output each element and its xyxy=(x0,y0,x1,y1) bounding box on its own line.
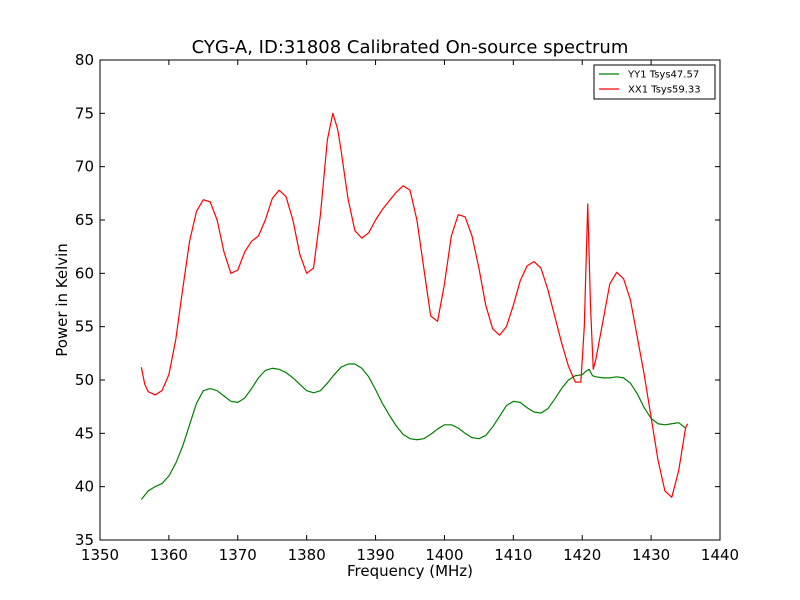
y-tick-label: 65 xyxy=(75,211,94,229)
legend: YY1 Tsys47.57 XX1 Tsys59.33 xyxy=(593,64,716,100)
x-tick-label: 1410 xyxy=(494,546,532,564)
x-tick-label: 1440 xyxy=(701,546,739,564)
series-layer xyxy=(140,112,689,500)
x-tick-label: 1430 xyxy=(632,546,670,564)
x-tick-label: 1350 xyxy=(81,546,119,564)
x-tick-label: 1390 xyxy=(356,546,394,564)
series-line-1 xyxy=(140,112,689,498)
legend-box xyxy=(593,64,716,100)
x-tick-label: 1370 xyxy=(219,546,257,564)
x-tick-label: 1380 xyxy=(288,546,326,564)
x-tick-label: 1360 xyxy=(150,546,188,564)
y-tick-label: 70 xyxy=(75,158,94,176)
y-tick-label: 40 xyxy=(75,478,94,496)
x-tick-label: 1420 xyxy=(563,546,601,564)
y-tick-label: 60 xyxy=(75,264,94,282)
legend-label-yy1: YY1 Tsys47.57 xyxy=(627,70,699,81)
legend-label-xx1: XX1 Tsys59.33 xyxy=(628,85,701,96)
y-tick-label: 75 xyxy=(75,104,94,122)
plot-frame xyxy=(99,59,721,541)
y-tick-label: 45 xyxy=(75,424,94,442)
y-tick-label: 50 xyxy=(75,371,94,389)
y-tick-label: 80 xyxy=(75,51,94,69)
ticks-layer: 1350 1360 1370 1380 1390 1400 1410 1420 1430 1440… xyxy=(75,51,739,564)
series-line-0 xyxy=(140,363,686,500)
chart-title: CYG-A, ID:31808 Calibrated On-source spe… xyxy=(192,37,629,58)
y-tick-label: 35 xyxy=(75,531,94,549)
y-tick-label: 55 xyxy=(75,318,94,336)
x-tick-label: 1400 xyxy=(425,546,463,564)
y-axis-label: Power in Kelvin xyxy=(53,243,71,357)
x-axis-label: Frequency (MHz) xyxy=(347,562,473,580)
